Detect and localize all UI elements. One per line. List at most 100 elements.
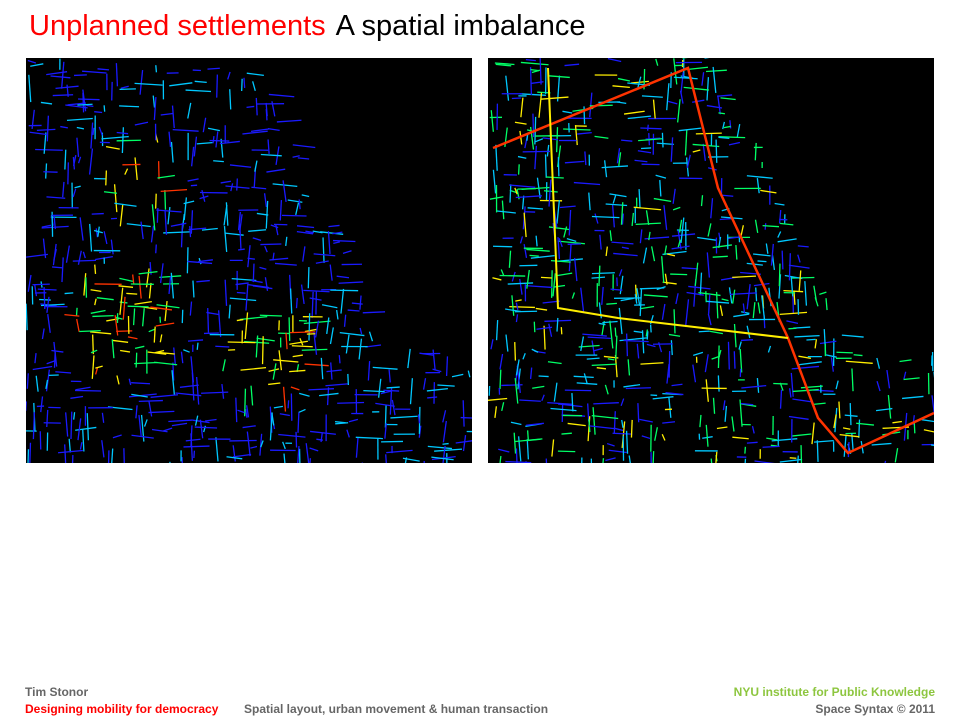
- street-segment: [845, 360, 873, 364]
- street-segment: [442, 442, 449, 445]
- street-segment: [271, 101, 276, 117]
- street-segment: [635, 222, 661, 226]
- street-segment: [135, 352, 138, 368]
- street-segment: [79, 217, 84, 241]
- street-segment: [232, 445, 236, 462]
- street-segment: [556, 317, 559, 332]
- street-segment: [155, 244, 157, 254]
- street-segment: [779, 458, 803, 463]
- street-segment: [173, 347, 177, 366]
- street-segment: [842, 427, 851, 430]
- street-segment: [156, 351, 175, 355]
- street-segment: [41, 328, 45, 340]
- street-segment: [148, 328, 155, 333]
- street-segment: [329, 264, 333, 281]
- street-segment: [312, 230, 323, 234]
- street-segment: [171, 105, 175, 129]
- street-segment: [305, 230, 315, 234]
- street-segment: [766, 437, 778, 441]
- street-segment: [301, 348, 328, 351]
- street-segment: [557, 240, 585, 245]
- street-segment: [151, 204, 156, 231]
- street-segment: [556, 199, 561, 224]
- street-segment: [121, 127, 125, 154]
- street-segment: [337, 401, 365, 404]
- street-segment: [431, 456, 454, 461]
- street-segment: [645, 210, 650, 226]
- street-segment: [756, 178, 760, 194]
- street-segment: [95, 228, 99, 238]
- street-segment: [32, 365, 53, 371]
- street-segment: [843, 435, 847, 457]
- street-segment: [62, 181, 65, 198]
- street-segment: [757, 302, 761, 314]
- street-segment: [681, 267, 699, 270]
- street-segment: [365, 344, 382, 348]
- street-segment: [297, 412, 300, 433]
- street-segment: [242, 130, 268, 135]
- street-segment: [493, 245, 513, 248]
- street-segment: [699, 414, 702, 428]
- street-segment: [564, 389, 592, 392]
- street-segment: [250, 385, 254, 406]
- street-segment: [89, 223, 93, 252]
- street-segment: [876, 381, 881, 392]
- street-segment: [723, 125, 731, 129]
- street-segment: [499, 274, 526, 277]
- street-segment: [746, 325, 751, 339]
- street-segment: [678, 219, 683, 233]
- street-segment: [699, 272, 703, 296]
- street-segment: [573, 375, 594, 378]
- street-segment: [269, 412, 273, 441]
- street-segment: [336, 309, 339, 320]
- street-segment: [558, 238, 563, 248]
- street-segment: [339, 331, 365, 337]
- street-segment: [596, 367, 607, 370]
- street-segment: [45, 379, 49, 390]
- global-integration-map: [488, 58, 934, 463]
- street-segment: [724, 405, 728, 422]
- street-segment: [319, 392, 339, 397]
- street-segment: [526, 430, 529, 441]
- street-segment: [501, 200, 505, 220]
- street-segment: [671, 383, 683, 387]
- street-segment: [540, 96, 569, 100]
- street-segment: [90, 122, 94, 149]
- street-segment: [517, 164, 520, 175]
- street-segment: [75, 426, 97, 431]
- street-segment: [343, 314, 347, 327]
- street-segment: [52, 243, 57, 266]
- street-segment: [797, 245, 809, 248]
- street-segment: [272, 252, 275, 261]
- street-segment: [160, 112, 174, 116]
- street-segment: [278, 433, 306, 438]
- street-segment: [792, 388, 819, 393]
- street-segment: [245, 283, 249, 311]
- street-segment: [164, 209, 168, 235]
- street-segment: [346, 429, 350, 438]
- street-segment: [340, 288, 345, 314]
- street-segment: [614, 327, 617, 337]
- street-segment: [515, 359, 520, 376]
- street-segment: [636, 343, 640, 359]
- street-segment: [903, 377, 920, 381]
- street-segment: [168, 131, 172, 147]
- street-segment: [510, 421, 522, 426]
- street-segment: [92, 334, 94, 355]
- street-segment: [692, 99, 705, 103]
- street-segment: [777, 238, 797, 243]
- street-segment: [110, 239, 114, 255]
- street-segment: [330, 362, 333, 380]
- street-segment: [372, 366, 398, 370]
- street-segment: [515, 299, 522, 302]
- street-segment: [390, 415, 418, 419]
- street-segment: [79, 329, 101, 333]
- street-segment: [522, 353, 526, 360]
- street-segment: [160, 188, 188, 192]
- street-segment: [215, 131, 219, 148]
- street-segment: [806, 338, 816, 341]
- street-segment: [593, 347, 603, 352]
- street-segment: [607, 358, 615, 361]
- street-segment: [65, 245, 70, 263]
- street-segment: [672, 206, 681, 211]
